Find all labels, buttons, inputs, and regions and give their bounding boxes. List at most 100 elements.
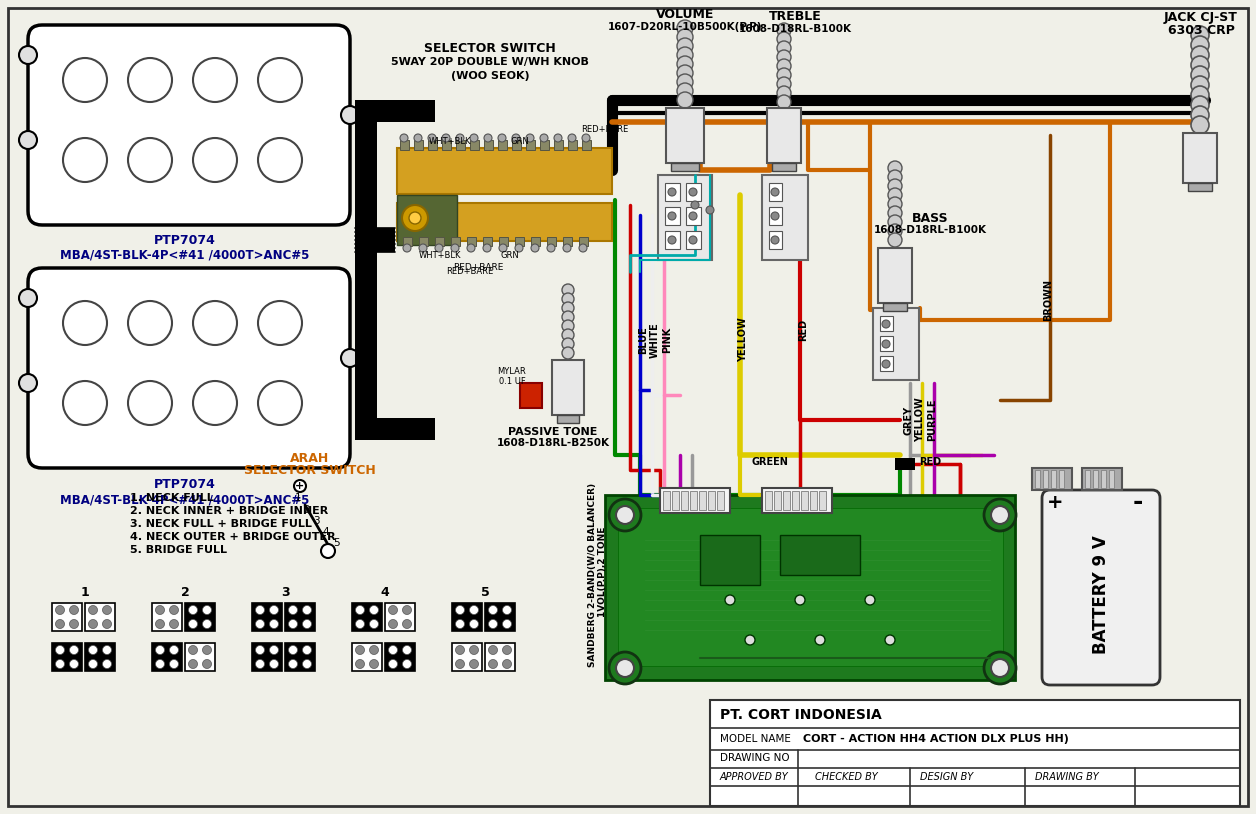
Circle shape	[88, 659, 98, 668]
Circle shape	[677, 65, 693, 81]
Circle shape	[582, 134, 590, 142]
Circle shape	[983, 499, 1016, 531]
Circle shape	[303, 646, 311, 654]
Text: 3. NECK FULL + BRIDGE FULL: 3. NECK FULL + BRIDGE FULL	[131, 519, 311, 529]
Bar	[152, 603, 182, 631]
Bar	[880, 336, 893, 351]
Text: SANDBERG 2-BAND(W/O BALANCER): SANDBERG 2-BAND(W/O BALANCER)	[589, 483, 598, 667]
Circle shape	[355, 606, 364, 615]
Text: 2: 2	[181, 587, 190, 599]
Text: 1608-D18RL-B100K: 1608-D18RL-B100K	[739, 24, 852, 34]
Circle shape	[388, 606, 397, 615]
Text: RED: RED	[919, 457, 941, 467]
Bar	[686, 207, 701, 225]
Circle shape	[470, 619, 479, 628]
Text: 4: 4	[323, 527, 329, 537]
Circle shape	[402, 659, 412, 668]
Bar	[563, 237, 571, 246]
Bar	[252, 603, 283, 631]
Circle shape	[202, 659, 211, 668]
Bar	[414, 140, 423, 150]
Text: BLUE: BLUE	[638, 326, 648, 354]
Bar	[435, 237, 445, 246]
Bar	[452, 603, 482, 631]
Bar	[484, 237, 492, 246]
Bar	[880, 356, 893, 371]
Bar	[85, 643, 116, 671]
Bar	[554, 140, 563, 150]
Text: 1VOL(P.P),2 TONE: 1VOL(P.P),2 TONE	[599, 527, 608, 617]
Circle shape	[420, 244, 427, 252]
Bar	[772, 163, 796, 171]
Circle shape	[777, 95, 791, 109]
Text: 1. NECK FULL: 1. NECK FULL	[131, 493, 214, 503]
Circle shape	[771, 188, 779, 196]
Bar	[686, 183, 701, 201]
Bar	[686, 231, 701, 249]
Bar	[185, 603, 215, 631]
Bar	[666, 108, 705, 163]
Circle shape	[777, 77, 791, 91]
Circle shape	[888, 197, 902, 211]
Bar	[526, 140, 535, 150]
Bar	[801, 491, 808, 510]
Circle shape	[428, 134, 436, 142]
Circle shape	[1191, 116, 1210, 134]
Bar	[782, 491, 790, 510]
Text: PINK: PINK	[662, 327, 672, 353]
Circle shape	[668, 212, 676, 220]
Circle shape	[88, 619, 98, 628]
Circle shape	[369, 659, 378, 668]
Circle shape	[1191, 56, 1210, 74]
Bar	[681, 491, 688, 510]
Text: 1608-D18RL-B250K: 1608-D18RL-B250K	[496, 438, 609, 448]
Text: CORT - ACTION HH4 ACTION DLX PLUS HH): CORT - ACTION HH4 ACTION DLX PLUS HH)	[803, 734, 1069, 744]
Circle shape	[103, 659, 112, 668]
Circle shape	[489, 606, 497, 615]
Circle shape	[303, 606, 311, 615]
Circle shape	[255, 619, 265, 628]
Circle shape	[888, 170, 902, 184]
Circle shape	[561, 338, 574, 350]
Circle shape	[771, 236, 779, 244]
Circle shape	[193, 381, 237, 425]
Circle shape	[369, 619, 378, 628]
Bar	[85, 603, 116, 631]
Bar	[769, 231, 782, 249]
Circle shape	[771, 212, 779, 220]
Circle shape	[677, 47, 693, 63]
Circle shape	[202, 646, 211, 654]
Bar	[456, 140, 465, 150]
Circle shape	[502, 606, 511, 615]
Text: MBA/4ST-BLK-4P<#41 /4000T>ANC#5: MBA/4ST-BLK-4P<#41 /4000T>ANC#5	[60, 493, 310, 506]
Circle shape	[188, 646, 197, 654]
Bar	[568, 140, 577, 150]
Circle shape	[128, 58, 172, 102]
Bar	[497, 140, 507, 150]
Circle shape	[19, 289, 36, 307]
Bar	[664, 183, 679, 201]
Circle shape	[156, 606, 165, 615]
Bar	[355, 228, 394, 252]
Circle shape	[156, 659, 165, 668]
Bar	[499, 237, 507, 246]
Bar	[1183, 133, 1217, 183]
Text: (WOO SEOK): (WOO SEOK)	[451, 71, 529, 81]
Bar	[1109, 470, 1114, 488]
Text: DESIGN BY: DESIGN BY	[919, 772, 973, 782]
Circle shape	[561, 311, 574, 323]
Circle shape	[777, 32, 791, 46]
Text: +: +	[1046, 492, 1064, 511]
Text: BROWN: BROWN	[1042, 279, 1053, 321]
Text: CHECKED BY: CHECKED BY	[815, 772, 878, 782]
Bar	[451, 237, 460, 246]
Circle shape	[289, 606, 298, 615]
Circle shape	[188, 659, 197, 668]
Bar	[485, 603, 515, 631]
Circle shape	[888, 215, 902, 229]
Text: TREBLE: TREBLE	[769, 11, 821, 24]
Text: YELLOW: YELLOW	[739, 317, 749, 362]
Bar	[658, 175, 712, 260]
Circle shape	[257, 58, 301, 102]
Bar	[397, 203, 612, 241]
